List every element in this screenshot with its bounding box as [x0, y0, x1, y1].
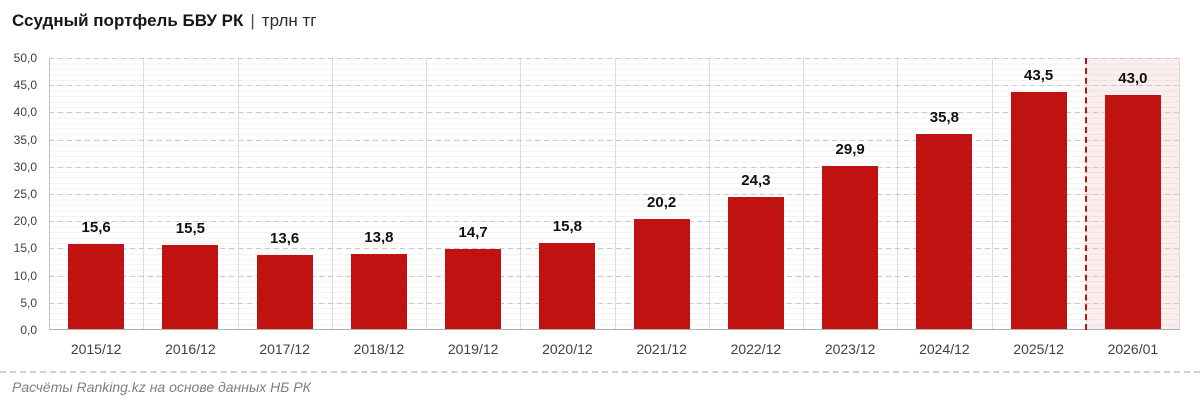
x-tick-label: 2018/12 — [353, 341, 405, 357]
x-tick-label: 2021/12 — [636, 341, 687, 357]
y-tick-label: 15,0 — [13, 241, 37, 256]
bar — [633, 219, 690, 329]
bar-value-label: 15,5 — [175, 219, 205, 237]
chart-title-main: Ссудный портфель БВУ РК — [12, 11, 244, 30]
chart-title-separator: | — [250, 11, 255, 30]
major-gridline — [49, 276, 1180, 277]
plot-area: 15,6 15,5 13,6 13,8 14,7 15,8 20,2 24,3 29,9 35,8… — [49, 58, 1180, 330]
y-tick-label: 10,0 — [13, 268, 37, 283]
bar — [350, 253, 407, 329]
y-tick-label: 5,0 — [20, 295, 37, 310]
major-gridline — [49, 303, 1180, 304]
chart-title-unit: трлн тг — [261, 11, 317, 30]
bar-value-label: 13,6 — [270, 230, 300, 248]
forecast-divider-line — [1084, 58, 1087, 330]
major-gridline — [49, 194, 1180, 195]
y-tick-label: 25,0 — [13, 187, 37, 201]
bar-value-label: 15,8 — [552, 218, 582, 236]
bar — [1010, 92, 1067, 329]
bar — [1104, 95, 1161, 329]
x-tick-label: 2019/12 — [447, 341, 499, 357]
y-tick-label: 20,0 — [13, 214, 37, 229]
y-tick-label: 45,0 — [13, 78, 37, 93]
x-tick-label: 2020/12 — [542, 341, 593, 357]
bar-value-label: 13,8 — [364, 228, 394, 246]
major-gridline — [49, 140, 1180, 141]
bar-value-label: 14,7 — [458, 224, 488, 242]
bar — [162, 244, 219, 329]
bar — [256, 255, 313, 329]
y-tick-label: 0,0 — [20, 323, 37, 337]
major-gridline — [49, 167, 1180, 168]
bar — [68, 244, 125, 329]
x-tick-label: 2025/12 — [1013, 341, 1064, 357]
x-axis-line — [49, 329, 1180, 330]
bar — [822, 166, 879, 329]
y-tick-label: 40,0 — [13, 105, 37, 120]
bar — [916, 134, 973, 329]
x-tick-label: 2016/12 — [165, 341, 216, 357]
major-gridline — [49, 221, 1180, 222]
bar — [727, 196, 784, 329]
bar-value-label: 43,0 — [1118, 70, 1148, 88]
x-tick-label: 2023/12 — [824, 341, 876, 357]
bar-value-label: 20,2 — [647, 194, 677, 212]
y-tick-label: 35,0 — [13, 132, 37, 147]
bar-value-label: 24,3 — [741, 171, 771, 189]
x-axis: 2015/12 2016/12 2017/12 2018/12 2019/12 2020/… — [49, 341, 1180, 359]
bar-value-label: 43,5 — [1024, 67, 1054, 85]
x-tick-label: 2015/12 — [70, 341, 122, 357]
x-tick-label: 2017/12 — [259, 341, 310, 357]
bar-value-label: 15,6 — [81, 219, 111, 237]
bar — [539, 243, 596, 329]
source-note: Расчёты Ranking.kz на основе данных НБ Р… — [12, 379, 311, 395]
x-tick-label: 2026/01 — [1107, 341, 1159, 357]
bar-value-label: 35,8 — [929, 109, 959, 127]
chart-title: Ссудный портфель БВУ РК | трлн тг — [12, 11, 316, 31]
major-gridline — [49, 248, 1180, 249]
footer-divider — [0, 371, 1200, 373]
x-tick-label: 2022/12 — [730, 341, 782, 357]
y-tick-label: 50,0 — [13, 51, 37, 65]
x-tick-label: 2024/12 — [919, 341, 970, 357]
major-gridline — [49, 58, 1180, 59]
major-gridline — [49, 85, 1180, 86]
major-gridline — [49, 112, 1180, 113]
y-tick-label: 30,0 — [13, 159, 37, 174]
y-axis: 0,0 5,0 10,0 15,0 20,0 25,0 30,0 35,0 40,0 45,0 50… — [0, 51, 44, 337]
bar — [445, 249, 502, 329]
bar-value-label: 29,9 — [835, 141, 865, 159]
